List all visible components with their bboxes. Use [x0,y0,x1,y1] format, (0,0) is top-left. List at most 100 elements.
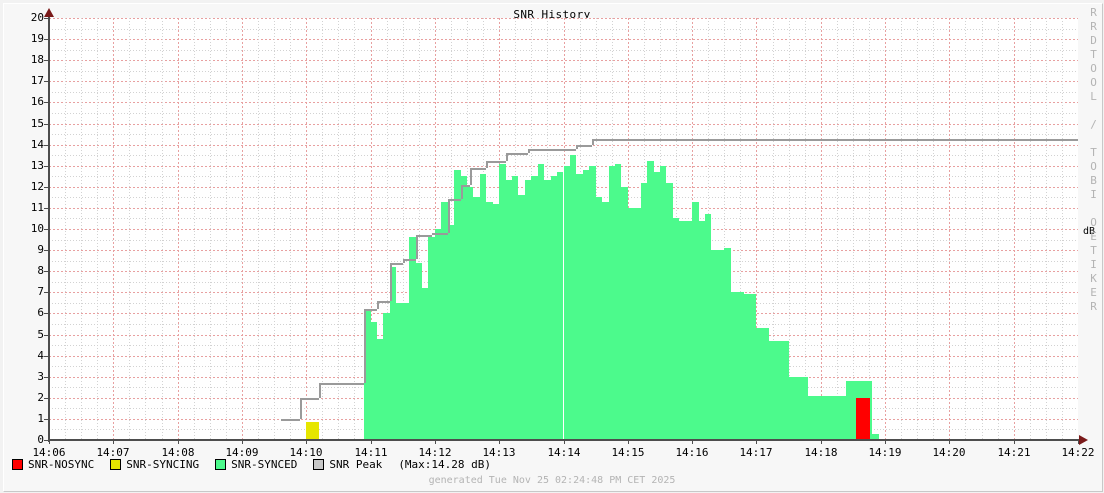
y-tick-label: 1 [37,412,44,425]
data-bar [576,174,583,440]
data-bar [647,161,654,440]
data-bar [454,169,461,440]
y-tick-label: 19 [30,32,44,45]
data-bar [724,248,731,440]
y-tick [44,398,50,399]
data-bar [524,180,532,440]
data-bar [383,313,390,440]
gridline-v-major [306,18,307,440]
data-bar [872,433,879,440]
gridline-v-minor [1030,18,1031,440]
gridline-h-major [49,60,1078,61]
y-tick [44,187,50,188]
gridline-v-minor [805,18,806,440]
gridline-v-minor [145,18,146,440]
y-tick [44,124,50,125]
data-bars [49,18,1078,440]
y-tick-label: 9 [37,243,44,256]
x-tick-label: 14:19 [868,446,902,459]
gridline-v-major [1014,18,1015,440]
data-bar [537,163,545,440]
data-bar [589,165,596,440]
legend-swatch-synced [215,459,227,470]
x-tick [113,440,114,444]
peak-line-segment [389,262,403,265]
data-bar [389,266,397,440]
legend-label-peak: SNR Peak [329,458,383,471]
peak-line-segment [470,167,473,185]
x-tick-label: 14:10 [289,446,323,459]
data-bar [634,207,641,440]
y-tick [44,250,50,251]
x-tick-label: 14:12 [418,446,452,459]
gridline-v-minor [901,18,902,440]
peak-line-segment [299,397,320,400]
x-tick [885,440,886,444]
page-title: SNR History [513,8,591,21]
peak-line-segment [360,383,365,386]
data-bar [402,302,410,440]
peak-line-segment [415,235,418,259]
x-tick-label: 14:11 [354,446,388,459]
gridline-v-minor [724,18,725,440]
gridline-v-major [242,18,243,440]
y-tick [44,313,50,314]
peak-line-segment [470,167,487,170]
gridline-v-minor [853,18,854,440]
gridline-h-major [49,145,1078,146]
legend-item-peak: SNR Peak [313,458,382,471]
gridline-v-minor [917,18,918,440]
legend-label-syncing: SNR-SYNCING [126,458,200,471]
x-tick-label: 14:13 [482,446,516,459]
gridline-v-minor [258,18,259,440]
x-tick-label: 14:14 [547,446,581,459]
x-tick-label: 14:20 [932,446,966,459]
data-bar [672,218,680,440]
y-tick [44,271,50,272]
y-tick [44,145,50,146]
gridline-v-major [821,18,822,440]
gridline-v-major [113,18,114,440]
y-tick-label: 5 [37,328,44,341]
gridline-v-minor [322,18,323,440]
gridline-v-minor [81,18,82,440]
gridline-v-minor [965,18,966,440]
peak-line-segment [299,397,302,419]
peak-line-segment [528,148,577,151]
peak-line-segment [415,235,432,238]
gridline-v-minor [403,18,404,440]
x-tick [1014,440,1015,444]
y-axis-arrow-icon [44,8,54,17]
data-bar [692,201,699,440]
y-tick [44,81,50,82]
gridline-v-minor [129,18,130,440]
x-tick [499,440,500,444]
peak-line [49,18,1078,440]
y-tick-label: 8 [37,264,44,277]
x-tick-label: 14:07 [96,446,130,459]
x-tick-label: 14:17 [739,446,773,459]
data-bar [512,176,519,440]
data-bar [505,180,513,440]
x-tick [178,440,179,444]
legend-item-synced: SNR-SYNCED [215,458,297,471]
data-bar [415,262,422,440]
peak-line-segment [364,309,377,312]
gridline-h-minor [49,92,1078,93]
max-value-note: (Max:14.28 dB) [398,458,492,471]
gridline-h-major [49,102,1078,103]
x-tick [49,440,50,444]
data-bar [473,197,480,440]
data-bar [306,422,320,440]
data-bar [370,321,377,440]
y-tick-label: 13 [30,159,44,172]
gridline-h-minor [49,155,1078,156]
data-bar [518,195,525,440]
x-tick-label: 14:06 [32,446,66,459]
x-tick [628,440,629,444]
gridline-v-major [178,18,179,440]
data-bar [364,311,371,440]
rrdtool-watermark: RRDTOOL / TOBI OETIKER [1087,6,1100,314]
data-bar [422,288,429,440]
